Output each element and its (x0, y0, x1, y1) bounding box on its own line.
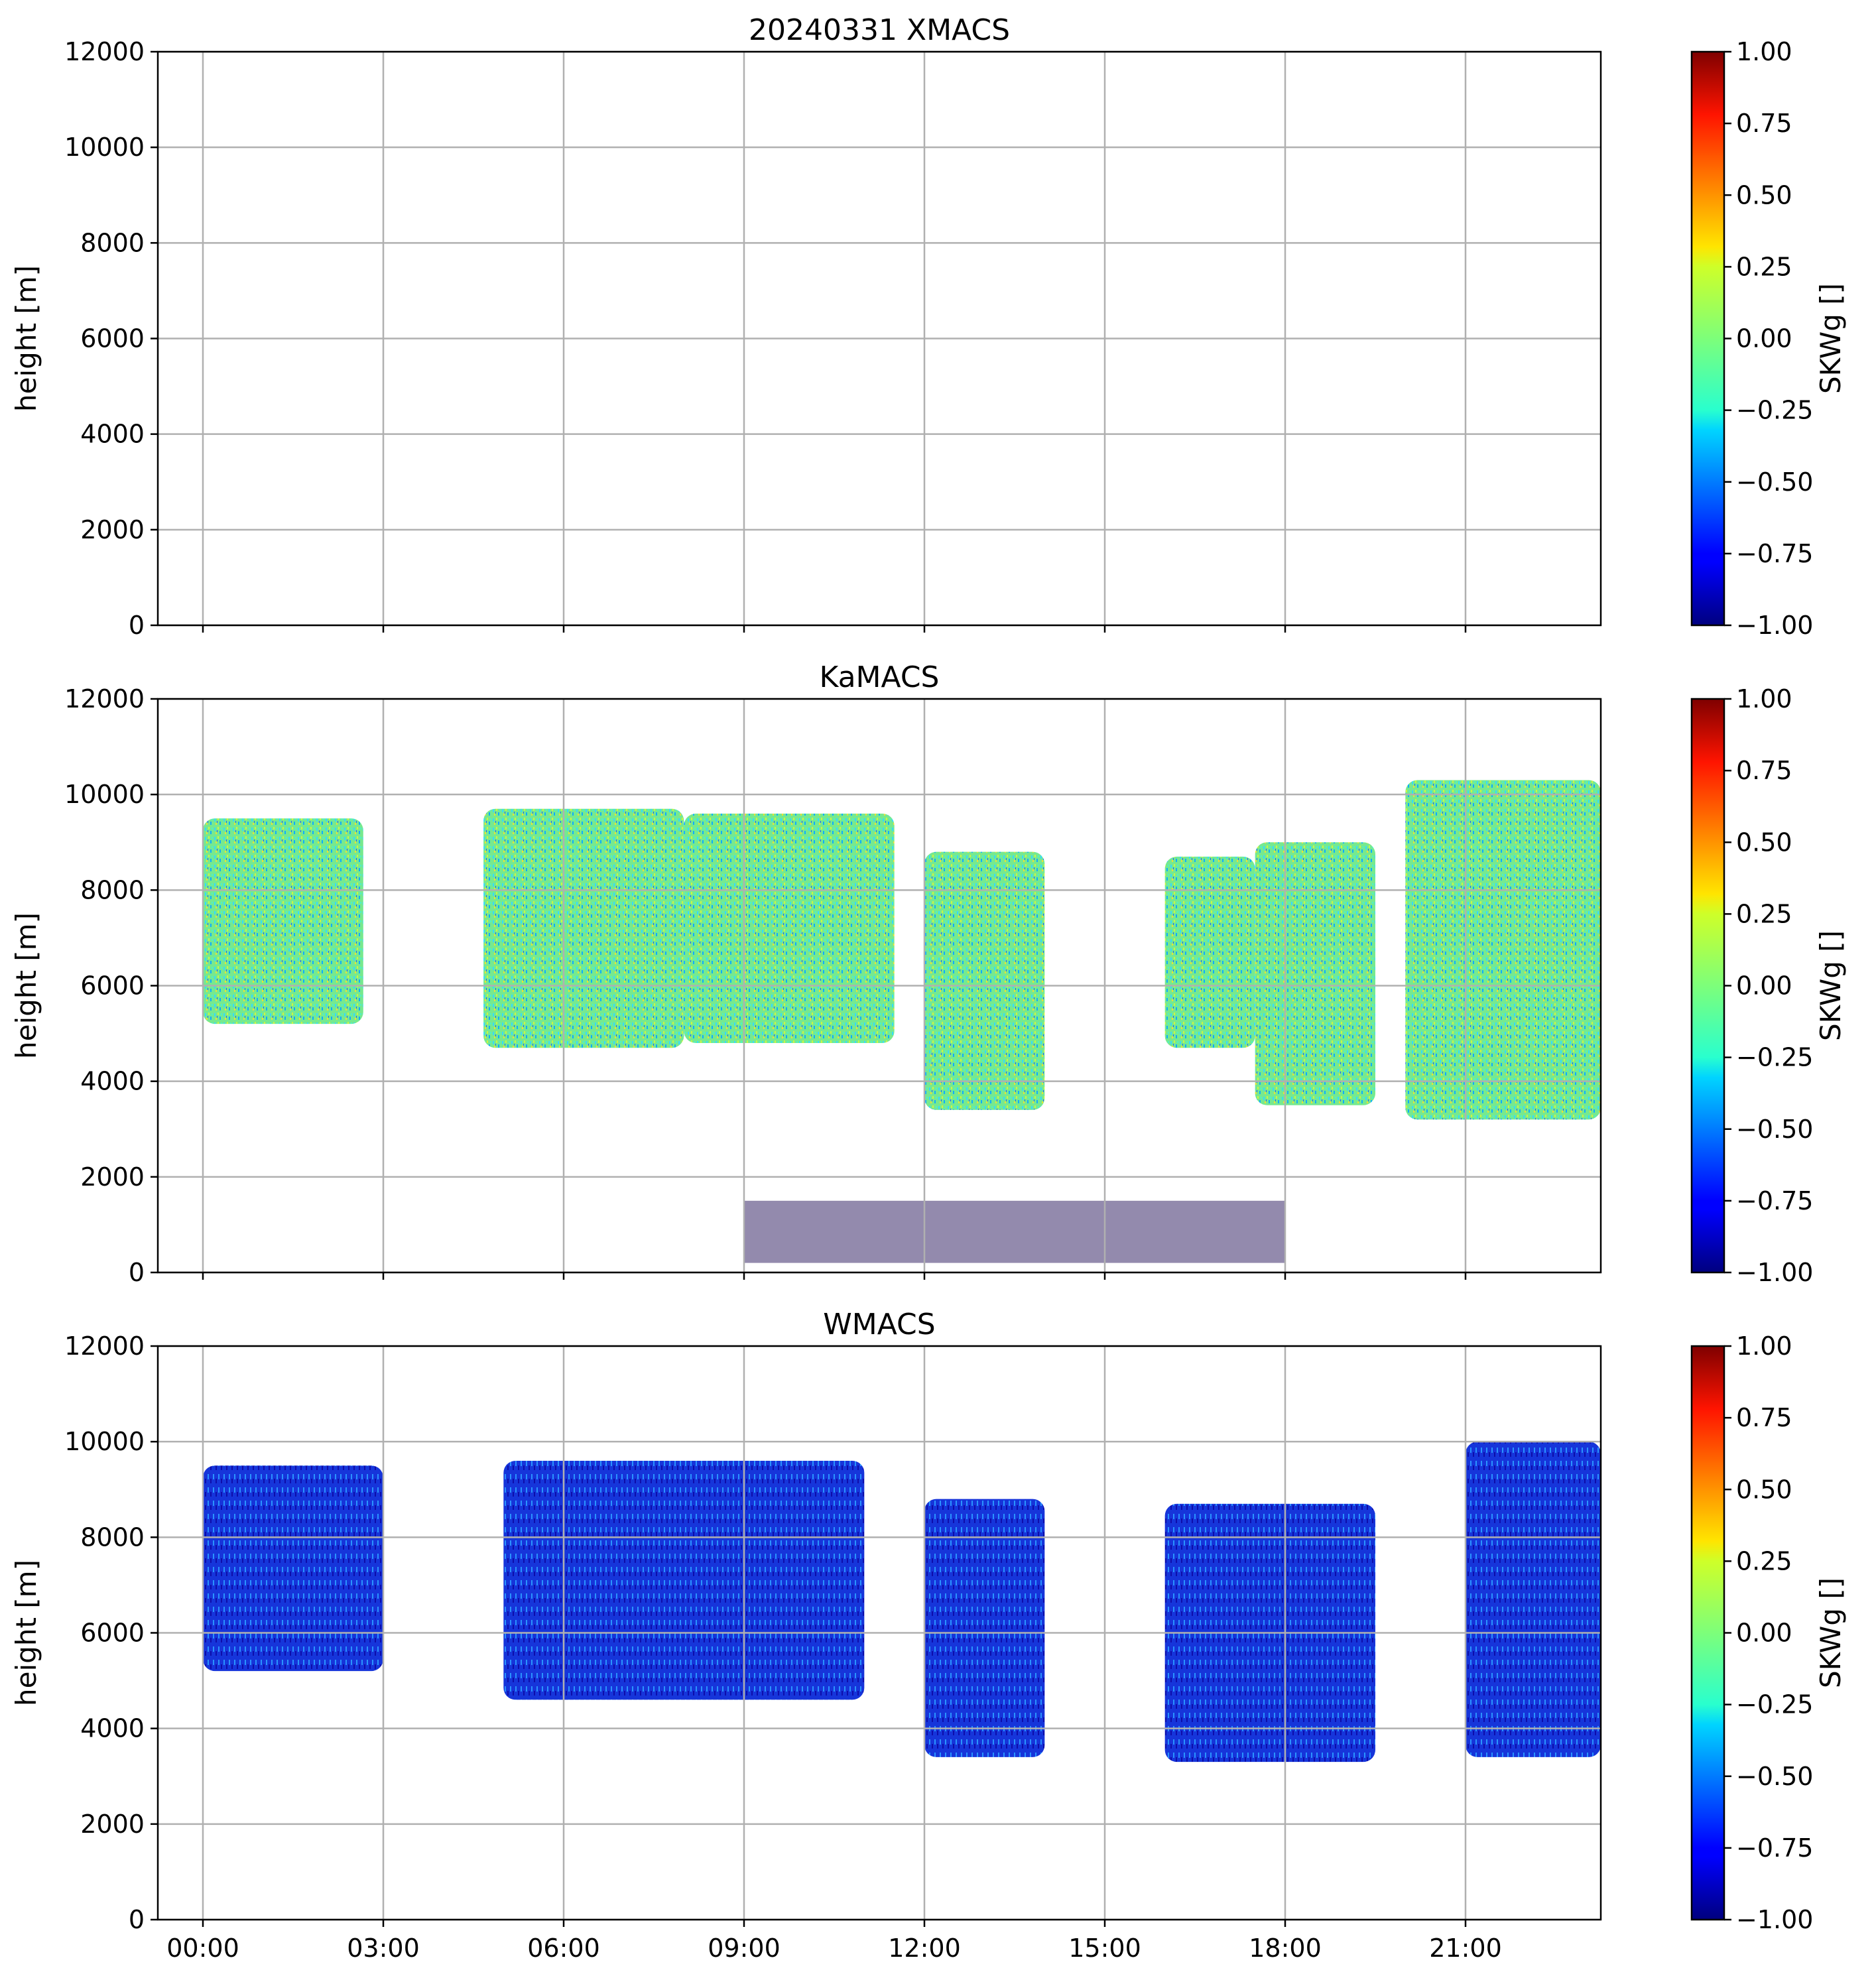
colorbar-tick-label: 0.25 (1736, 1546, 1792, 1575)
colorbar-label: SKWg [] (1814, 930, 1847, 1041)
y-tick-label: 6000 (80, 324, 145, 353)
cloud-region (483, 808, 684, 1048)
colorbar-tick-label: −0.50 (1736, 1115, 1813, 1144)
y-tick-label: 6000 (80, 1619, 145, 1648)
colorbar-tick-label: −1.00 (1736, 611, 1813, 640)
x-tick-label: 09:00 (708, 1934, 781, 1963)
colorbar-tick-label: −1.00 (1736, 1905, 1813, 1934)
colorbar-label: SKWg [] (1814, 283, 1847, 394)
y-tick-label: 4000 (80, 1067, 145, 1096)
colorbar-tick-label: 0.00 (1736, 971, 1792, 1001)
y-tick-label: 0 (129, 1258, 145, 1287)
x-tick-label: 00:00 (166, 1934, 239, 1963)
colorbar-tick-label: −0.25 (1736, 1690, 1813, 1719)
x-tick-label: 18:00 (1249, 1934, 1322, 1963)
colorbar-label: SKWg [] (1814, 1577, 1847, 1688)
colorbar-tick-label: 0.50 (1736, 180, 1792, 210)
colorbar-tick-label: 0.50 (1736, 1475, 1792, 1504)
colorbar-tick-label: 1.00 (1736, 1331, 1792, 1361)
colorbar-tick-label: −0.75 (1736, 1833, 1813, 1863)
colorbar-tick-label: −0.50 (1736, 1762, 1813, 1791)
colorbar-tick-label: 0.25 (1736, 899, 1792, 928)
colorbar-tick-label: 0.75 (1736, 1403, 1792, 1432)
cloud-region (1164, 856, 1255, 1048)
colorbar-tick-label: −0.25 (1736, 396, 1813, 425)
x-tick-label: 21:00 (1429, 1934, 1502, 1963)
y-tick-label: 8000 (80, 228, 145, 257)
colorbar-tick-label: 0.00 (1736, 1619, 1792, 1648)
colorbar-tick-label: 0.75 (1736, 109, 1792, 138)
colorbar-tick-label: 0.25 (1736, 252, 1792, 281)
y-tick-label: 2000 (80, 1810, 145, 1839)
y-tick-label: 12000 (64, 37, 145, 66)
colorbar-tick-label: 0.00 (1736, 324, 1792, 353)
colorbar-tick-label: −0.50 (1736, 467, 1813, 497)
cloud-region (744, 1200, 1285, 1263)
y-tick-label: 10000 (64, 133, 145, 162)
y-tick-label: 4000 (80, 420, 145, 449)
colorbar (1690, 698, 1725, 1274)
y-tick-label: 12000 (64, 684, 145, 713)
cloud-region (924, 851, 1045, 1110)
panel-title: KaMACS (820, 660, 940, 694)
colorbar (1690, 1345, 1725, 1921)
y-tick-label: 4000 (80, 1714, 145, 1743)
y-axis-label: height [m] (10, 265, 42, 412)
cloud-region (503, 1461, 865, 1700)
panel-title: 20240331 XMACS (749, 13, 1010, 47)
colorbar-tick-label: −0.75 (1736, 539, 1813, 568)
colorbar-tick-label: 1.00 (1736, 37, 1792, 66)
colorbar (1690, 50, 1725, 627)
cloud-region (1405, 780, 1601, 1120)
colorbar-tick-label: −0.75 (1736, 1186, 1813, 1215)
colorbar-tick-label: 0.75 (1736, 756, 1792, 785)
cloud-region (1466, 1442, 1601, 1757)
panel-kamacs: 0 2000 4000 6000 8000 10000 12000 KaMACS height … (10, 660, 1847, 1287)
y-axis-label: height [m] (10, 1560, 42, 1706)
y-tick-label: 2000 (80, 515, 145, 544)
colorbar-tick-label: 1.00 (1736, 684, 1792, 713)
x-tick-label: 15:00 (1068, 1934, 1141, 1963)
cloud-region (924, 1499, 1045, 1757)
cloud-region (203, 818, 363, 1024)
colorbar-tick-label: −1.00 (1736, 1258, 1813, 1287)
y-tick-label: 0 (129, 611, 145, 640)
y-tick-label: 2000 (80, 1162, 145, 1192)
x-tick-label: 12:00 (888, 1934, 961, 1963)
y-tick-label: 10000 (64, 780, 145, 809)
cloud-region (203, 1465, 383, 1672)
y-tick-label: 8000 (80, 1522, 145, 1552)
x-tick-label: 06:00 (527, 1934, 600, 1963)
colorbar-tick-label: 0.50 (1736, 828, 1792, 857)
y-tick-label: 0 (129, 1905, 145, 1934)
panel-xmacs: 0 2000 4000 6000 8000 10000 12000 20240331 XMAC… (10, 13, 1847, 640)
y-tick-label: 6000 (80, 971, 145, 1001)
colorbar-tick-label: −0.25 (1736, 1043, 1813, 1072)
y-tick-label: 8000 (80, 875, 145, 904)
y-axis-label: height [m] (10, 912, 42, 1059)
x-tick-label: 03:00 (347, 1934, 420, 1963)
cloud-region (1255, 842, 1375, 1105)
panel-title: WMACS (823, 1308, 935, 1341)
cloud-region (684, 814, 895, 1043)
y-tick-label: 10000 (64, 1427, 145, 1456)
panel-wmacs: 0 2000 4000 6000 8000 10000 12000 00:00 03:00 06:… (10, 1308, 1847, 1963)
y-tick-label: 12000 (64, 1331, 145, 1361)
